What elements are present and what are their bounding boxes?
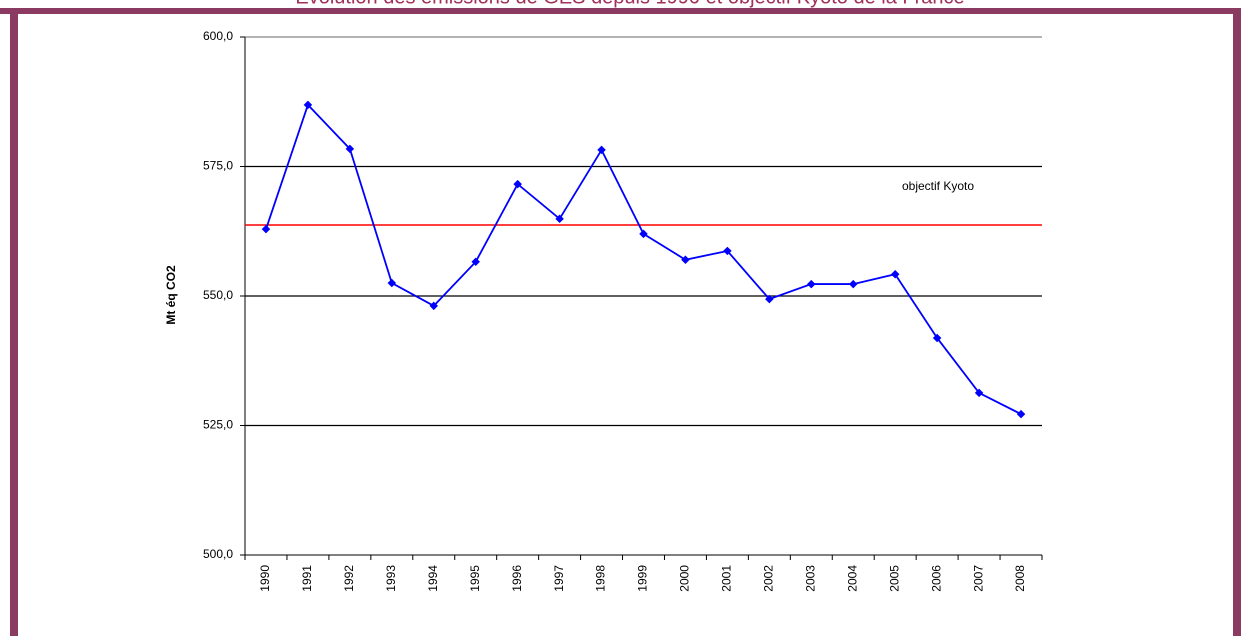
x-tick-label: 2003 — [803, 565, 817, 592]
x-tick-label: 1990 — [258, 565, 272, 592]
x-tick-label: 1995 — [468, 565, 482, 592]
title-band — [0, 0, 1241, 8]
x-tick-label: 2007 — [971, 565, 985, 592]
y-axis-label: Mt éq CO2 — [164, 265, 178, 325]
marker — [974, 388, 984, 398]
marker — [429, 301, 439, 311]
marker — [597, 145, 606, 155]
annotation: objectif Kyoto — [902, 179, 974, 193]
line-series — [265, 103, 1022, 415]
x-tick-label: 1994 — [426, 565, 440, 592]
marker — [932, 333, 942, 343]
frame-top — [0, 8, 1241, 14]
x-tick-label: 1996 — [510, 565, 524, 592]
y-tick-label: 525,0 — [203, 418, 233, 432]
x-tick-label: 1991 — [300, 565, 314, 592]
y-tick-label: 550,0 — [203, 288, 233, 302]
marker — [345, 144, 355, 154]
x-tick-label: 2001 — [720, 565, 734, 592]
marker — [848, 279, 858, 289]
x-tick-label: 2005 — [887, 565, 901, 592]
frame-left — [10, 8, 18, 636]
marker — [261, 224, 271, 234]
x-tick-label: 2008 — [1013, 565, 1027, 592]
y-tick-label: 600,0 — [203, 29, 233, 43]
x-tick-label: 2006 — [929, 565, 943, 592]
marker — [639, 229, 648, 239]
x-tick-label: 2004 — [845, 565, 859, 592]
marker — [387, 278, 397, 288]
x-tick-label: 1998 — [594, 565, 608, 592]
x-tick-label: 2002 — [762, 565, 776, 592]
marker — [890, 270, 900, 279]
frame-right — [1233, 8, 1241, 636]
y-tick-label: 500,0 — [203, 547, 233, 561]
x-tick-label: 2000 — [678, 565, 692, 592]
marker — [765, 294, 774, 304]
marker — [681, 255, 690, 264]
y-tick-label: 575,0 — [203, 159, 233, 173]
chart-title: Évolution des émissions de GES depuis 19… — [295, 0, 964, 8]
x-tick-label: 1997 — [552, 565, 566, 592]
marker — [471, 257, 480, 267]
marker — [1016, 409, 1026, 419]
marker — [303, 100, 313, 110]
x-tick-label: 1999 — [636, 565, 650, 592]
x-tick-label: 1993 — [384, 565, 398, 592]
x-tick-label: 1992 — [342, 565, 356, 592]
marker — [807, 279, 816, 289]
